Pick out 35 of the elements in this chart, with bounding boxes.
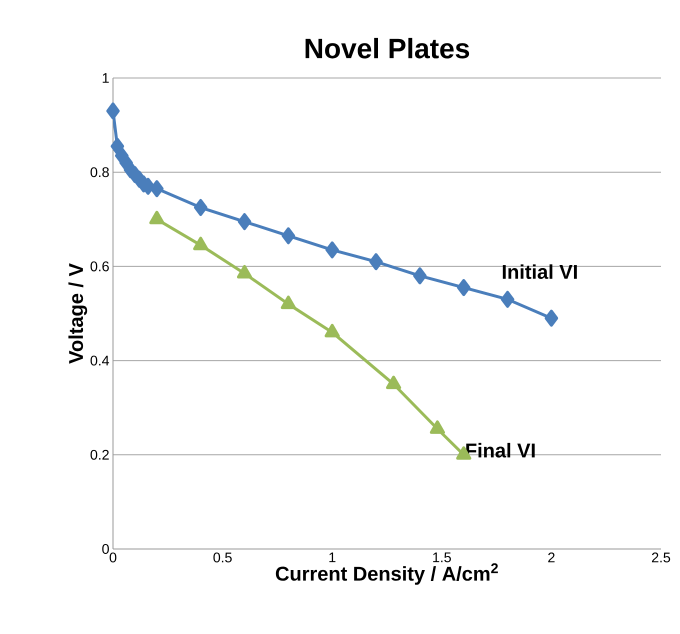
- point: [236, 264, 252, 278]
- point: [500, 290, 514, 308]
- point: [194, 199, 208, 216]
- x-tick-label: 2: [548, 552, 555, 562]
- point: [369, 253, 383, 270]
- x-tick-label: 2.5: [652, 552, 670, 562]
- y-tick-label: 0.6: [90, 261, 109, 272]
- point: [106, 102, 120, 120]
- series-label: Final VI: [466, 442, 535, 458]
- point: [544, 310, 558, 327]
- x-tick-label: 1.5: [433, 552, 451, 562]
- point: [193, 236, 208, 250]
- y-tick-label: 1: [102, 73, 109, 83]
- y-tick-label: 0.4: [90, 356, 110, 366]
- y-tick-label: 0.2: [90, 450, 109, 460]
- series-label: Initial VI: [502, 264, 577, 279]
- point: [386, 376, 402, 390]
- chart-title: Novel Plates: [306, 38, 470, 58]
- x-tick-label: 0.5: [213, 552, 232, 562]
- point: [280, 296, 296, 310]
- y-tick-label: 0: [102, 544, 109, 554]
- point: [325, 241, 339, 258]
- point: [456, 279, 470, 296]
- x-tick-label: 1: [329, 552, 336, 562]
- x-tick-label: 0: [110, 552, 116, 562]
- point: [149, 210, 164, 224]
- point: [282, 227, 296, 244]
- point: [430, 420, 445, 434]
- y-tick-label: 0.8: [90, 167, 109, 178]
- point: [413, 267, 427, 284]
- point: [150, 180, 164, 198]
- point: [238, 213, 252, 230]
- x-axis-title: Current Density / A/cm$^{2}$: [276, 563, 498, 585]
- point: [324, 324, 340, 338]
- y-axis-title: Voltage / V: [68, 263, 88, 364]
